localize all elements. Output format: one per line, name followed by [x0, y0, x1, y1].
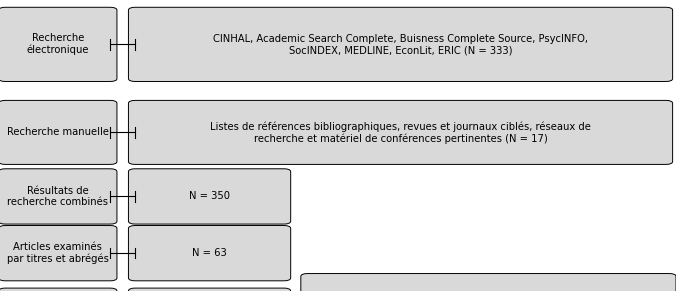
- Text: Listes de références bibliographiques, revues et journaux ciblés, réseaux de
rec: Listes de références bibliographiques, r…: [210, 121, 591, 144]
- Text: Résultats de
recherche combinés: Résultats de recherche combinés: [7, 186, 108, 207]
- FancyBboxPatch shape: [128, 226, 291, 281]
- Text: Recherche
électronique: Recherche électronique: [26, 33, 89, 56]
- Text: N = 350: N = 350: [189, 191, 230, 201]
- FancyBboxPatch shape: [128, 288, 291, 291]
- FancyBboxPatch shape: [128, 7, 673, 81]
- Text: Recherche manuelle: Recherche manuelle: [7, 127, 109, 137]
- FancyBboxPatch shape: [128, 100, 673, 164]
- FancyBboxPatch shape: [301, 274, 676, 291]
- FancyBboxPatch shape: [0, 288, 117, 291]
- FancyBboxPatch shape: [0, 100, 117, 164]
- FancyBboxPatch shape: [0, 169, 117, 224]
- Text: CINHAL, Academic Search Complete, Buisness Complete Source, PsycINFO,
SocINDEX, : CINHAL, Academic Search Complete, Buisne…: [213, 33, 588, 55]
- Text: Articles examinés
par titres et abrégés: Articles examinés par titres et abrégés: [7, 242, 109, 264]
- FancyBboxPatch shape: [0, 7, 117, 81]
- FancyBboxPatch shape: [128, 169, 291, 224]
- FancyBboxPatch shape: [0, 226, 117, 281]
- Text: N = 63: N = 63: [192, 248, 227, 258]
